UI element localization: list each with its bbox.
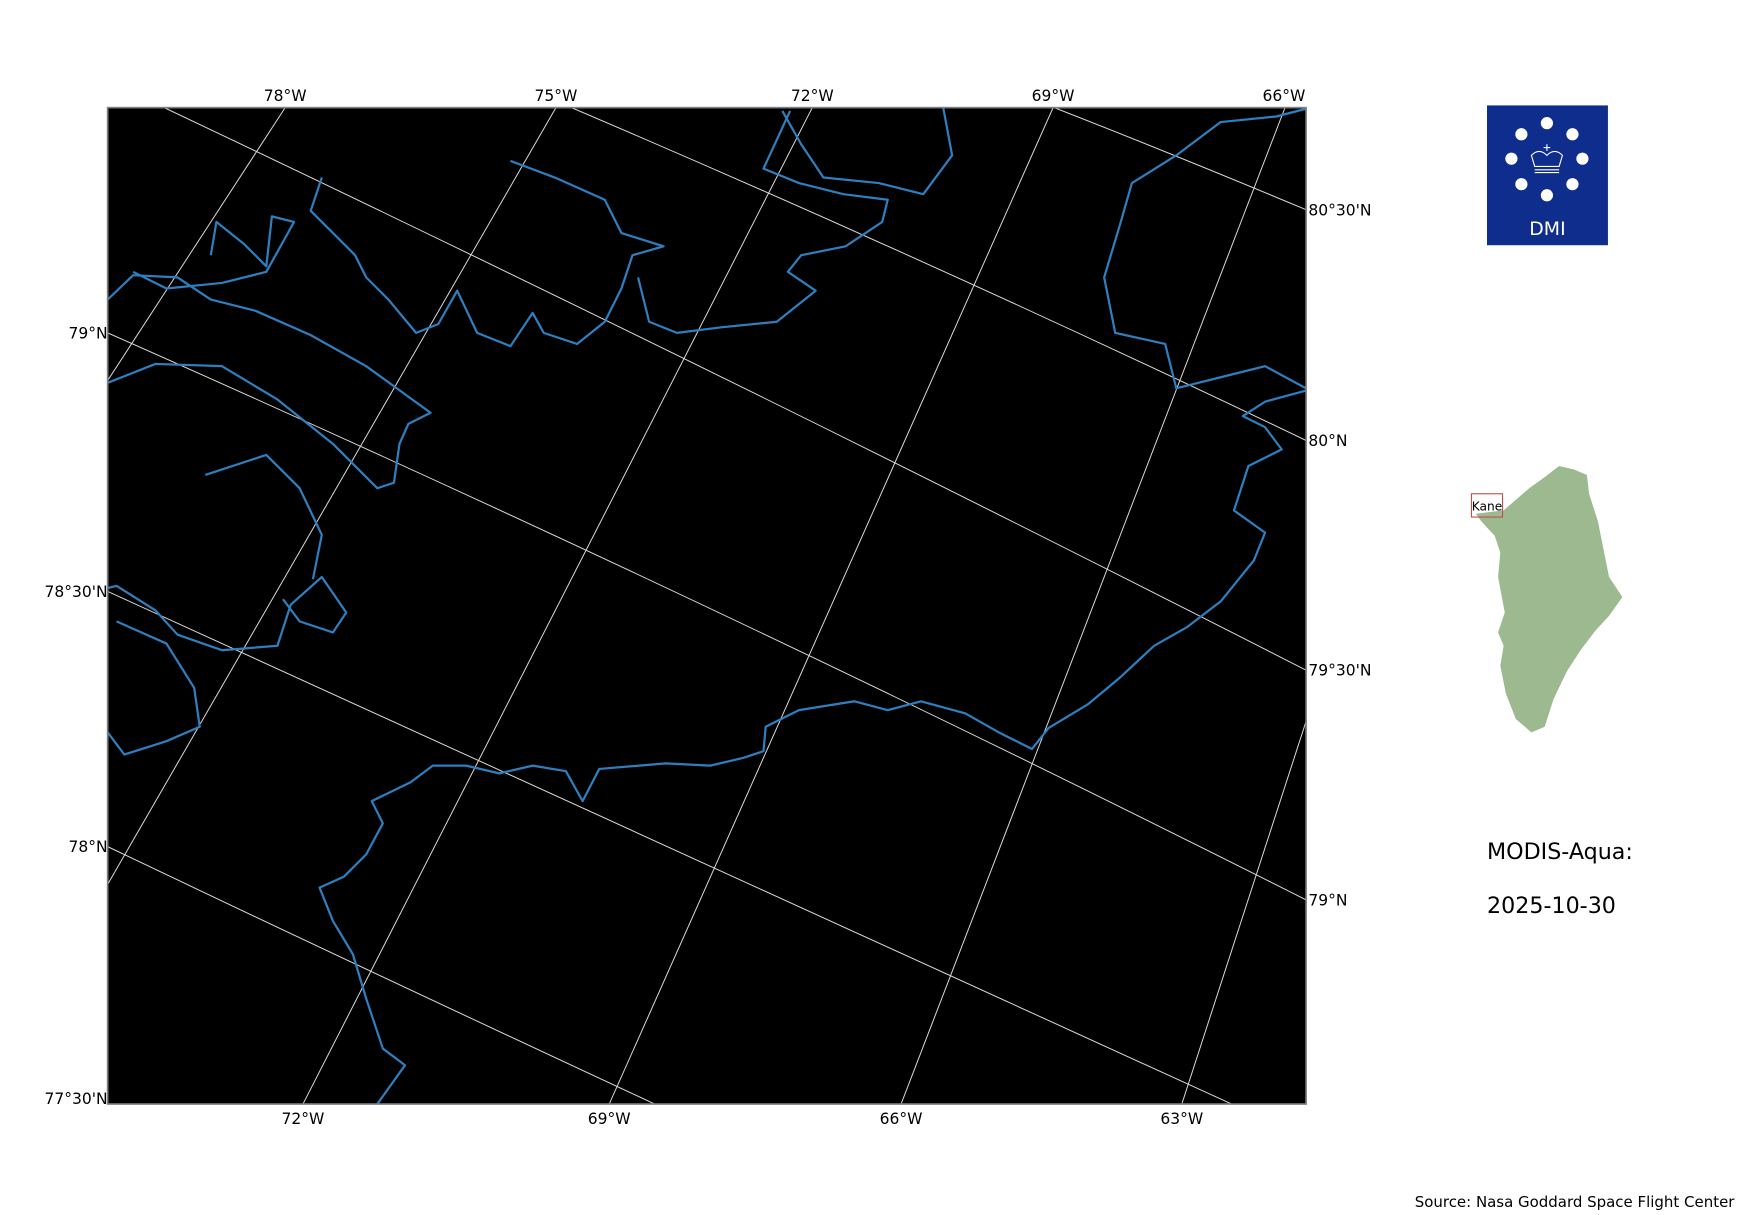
parallel-80-30n bbox=[1054, 107, 1307, 211]
meridian-75w bbox=[107, 107, 557, 885]
meridian-63w bbox=[1181, 721, 1307, 1105]
product-label: MODIS-Aqua: bbox=[1487, 839, 1633, 865]
lat-label: 79°N bbox=[1308, 891, 1347, 909]
date-label: 2025-10-30 bbox=[1487, 893, 1616, 919]
lon-label: 78°W bbox=[264, 87, 307, 105]
lat-label: 80°N bbox=[1308, 432, 1347, 450]
meridian-66w bbox=[900, 107, 1286, 1105]
lat-label: 80°30'N bbox=[1308, 201, 1371, 219]
meridian-72w bbox=[302, 107, 813, 1105]
lat-label: 79°N bbox=[69, 324, 108, 342]
lat-label: 77°30'N bbox=[45, 1090, 108, 1108]
lat-label: 79°30'N bbox=[1308, 662, 1371, 680]
longitude-labels-bottom: 72°W 69°W 66°W 63°W bbox=[282, 1110, 1204, 1128]
parallel-79-30n bbox=[164, 107, 1307, 671]
lat-label: 78°N bbox=[69, 838, 108, 856]
lon-label: 63°W bbox=[1160, 1110, 1203, 1128]
kane-region-box bbox=[1470, 493, 1504, 518]
map-frame bbox=[106, 106, 1307, 1105]
lon-label: 72°W bbox=[791, 87, 834, 105]
crown-icon bbox=[1530, 144, 1564, 174]
greenland-landmass bbox=[1475, 466, 1623, 733]
dmi-logo: DMI bbox=[1486, 105, 1608, 246]
lon-label: 72°W bbox=[282, 1110, 325, 1128]
greenland-inset: Kane bbox=[1470, 466, 1623, 733]
map-panel: 78°W 75°W 72°W 69°W 66°W 72°W 69°W 66°W … bbox=[45, 87, 1372, 1128]
lon-label: 69°W bbox=[1032, 87, 1075, 105]
kane-label: Kane bbox=[1472, 499, 1502, 513]
longitude-labels-top: 78°W 75°W 72°W 69°W 66°W bbox=[264, 87, 1306, 105]
logo-text: DMI bbox=[1529, 218, 1565, 240]
meridian-78w bbox=[107, 107, 286, 381]
latitude-labels-right: 80°30'N 80°N 79°30'N 79°N bbox=[1308, 201, 1371, 909]
coastlines bbox=[107, 107, 1307, 1105]
latitude-labels-left: 79°N 78°30'N 78°N 77°30'N bbox=[45, 324, 108, 1108]
lon-label: 69°W bbox=[588, 1110, 631, 1128]
source-credit: Source: Nasa Goddard Space Flight Center bbox=[1415, 1193, 1736, 1211]
lon-label: 66°W bbox=[1262, 87, 1305, 105]
logo-dots-icon bbox=[1505, 117, 1589, 202]
meridian-69w bbox=[608, 107, 1054, 1105]
lon-label: 75°W bbox=[535, 87, 578, 105]
lon-label: 66°W bbox=[880, 1110, 923, 1128]
parallel-79n bbox=[107, 332, 1307, 901]
parallel-80n bbox=[571, 107, 1307, 441]
lat-label: 78°30'N bbox=[45, 583, 108, 601]
